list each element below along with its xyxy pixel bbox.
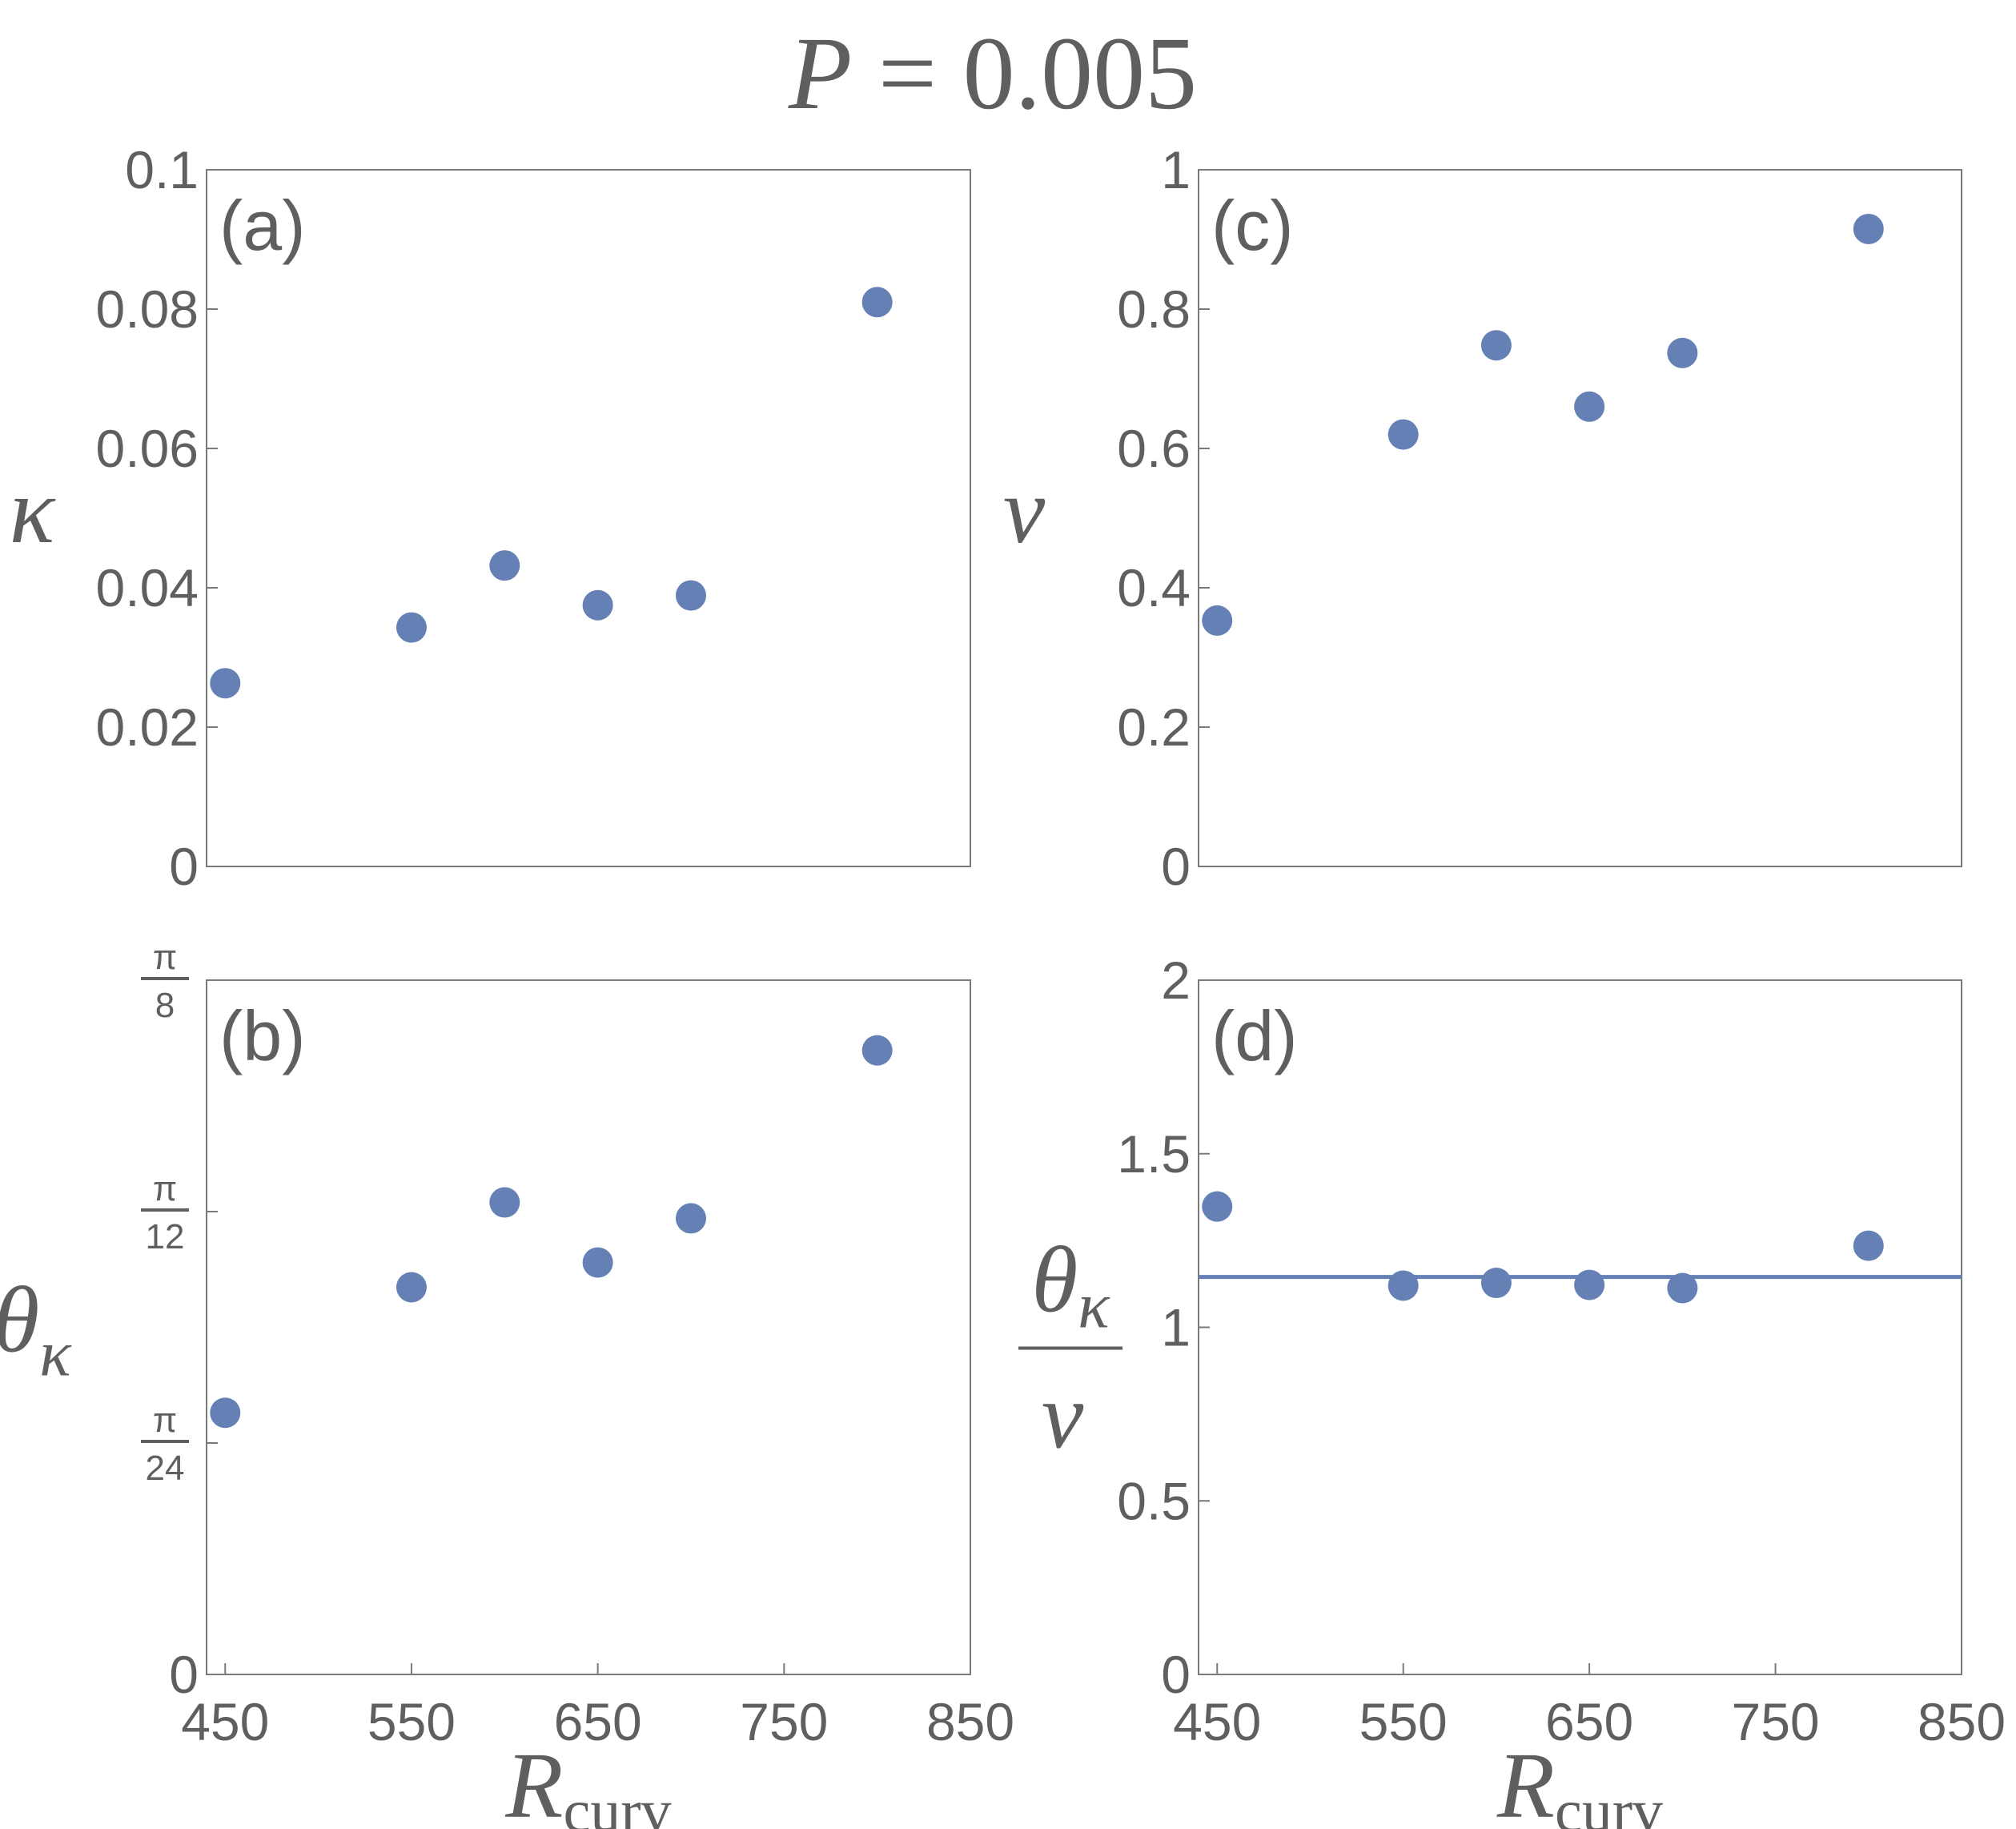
panel-a: 0 0.02 0.04 0.06 0.08 0.1 (a) κ <box>10 140 971 896</box>
y-tick-label-numerator: π <box>153 1169 177 1208</box>
x-axis-title-symbol: R <box>504 1733 563 1829</box>
data-point <box>861 1035 893 1066</box>
x-tick-label: 650 <box>554 1692 642 1751</box>
y-tick-label-denominator: 24 <box>146 1449 185 1488</box>
x-tick-label: 850 <box>1918 1692 2006 1751</box>
data-point <box>396 612 427 643</box>
x-axis-title-subscript: curv <box>1555 1778 1663 1829</box>
y-tick-label: 0.04 <box>96 558 199 617</box>
data-point <box>1480 1268 1512 1299</box>
y-tick-label: 0.06 <box>96 419 199 478</box>
y-tick-label: 1 <box>1161 140 1191 199</box>
y-axis-title-subscript: κ <box>1078 1269 1110 1342</box>
data-point <box>1202 1191 1233 1222</box>
y-tick-label-denominator: 12 <box>146 1217 185 1256</box>
data-point <box>210 1397 241 1429</box>
y-tick-label: 0.8 <box>1117 279 1191 339</box>
panel-label: (d) <box>1211 996 1298 1075</box>
y-axis-title-symbol: θ <box>0 1268 39 1373</box>
plot-frame <box>206 979 971 1675</box>
data-point <box>675 580 706 611</box>
x-axis-title-symbol: R <box>1496 1733 1555 1829</box>
y-tick-label: 0.08 <box>96 279 199 339</box>
y-tick-label: 2 <box>1161 951 1191 1010</box>
data-point <box>1388 419 1419 450</box>
data-point <box>1480 330 1512 361</box>
y-tick-label-numerator: π <box>153 1401 177 1440</box>
data-point <box>582 589 613 621</box>
y-axis-title-symbol: θ <box>1031 1228 1078 1333</box>
x-axis-title-subscript: curv <box>564 1778 672 1829</box>
data-point <box>1202 605 1233 636</box>
title-variable: P <box>788 16 852 131</box>
data-point <box>396 1272 427 1303</box>
y-tick-label: 0 <box>169 837 199 896</box>
x-tick-label: 550 <box>367 1692 456 1751</box>
data-point <box>1667 1272 1698 1304</box>
panel-label: (c) <box>1211 186 1294 265</box>
y-tick-label: 0.5 <box>1117 1471 1191 1530</box>
y-axis-title-subscript: κ <box>39 1317 72 1390</box>
y-axis-title: ν <box>1003 458 1046 563</box>
title-value: = 0.005 <box>852 16 1197 131</box>
panel-c: 0 0.2 0.4 0.6 0.8 1 (c) ν <box>1003 140 1962 896</box>
panel-b: 0 π 24 π 12 π 8 450 550 650 750 850 (b) θκ Rcurv <box>0 938 1014 1829</box>
x-tick-label: 750 <box>740 1692 828 1751</box>
y-axis-title: κ <box>10 458 56 563</box>
y-tick-label-denominator: 8 <box>155 986 175 1025</box>
data-point <box>210 668 241 699</box>
data-point <box>675 1203 706 1234</box>
y-tick-label: 0 <box>1161 1645 1191 1704</box>
y-tick-label: 0 <box>169 1645 199 1704</box>
y-tick-label: 1 <box>1161 1298 1191 1357</box>
y-tick-label: 0.6 <box>1117 419 1191 478</box>
y-axis-title-symbol: κ <box>10 458 56 563</box>
y-tick-label: 1.5 <box>1117 1124 1191 1184</box>
y-tick-label: 0.1 <box>125 140 199 199</box>
x-axis-title: Rcurv <box>1496 1733 1663 1829</box>
y-axis-title: θκ <box>1031 1228 1110 1342</box>
data-point <box>1388 1270 1419 1301</box>
x-tick-label: 450 <box>181 1692 269 1751</box>
x-tick-label: 450 <box>1173 1692 1261 1751</box>
panel-label: (a) <box>219 186 306 265</box>
x-axis-title: Rcurv <box>504 1733 671 1829</box>
figure-title: P = 0.005 <box>788 16 1197 131</box>
y-axis-title-denominator: ν <box>1042 1364 1084 1469</box>
y-tick-label: 0.2 <box>1117 697 1191 757</box>
plot-frame <box>1198 979 1962 1675</box>
x-tick-label: 850 <box>926 1692 1014 1751</box>
plot-frame <box>206 169 971 867</box>
x-tick-label: 750 <box>1731 1692 1819 1751</box>
data-point <box>1574 1269 1605 1300</box>
data-point <box>861 287 893 318</box>
y-tick-label: 0.4 <box>1117 558 1191 617</box>
data-point <box>1853 1230 1884 1261</box>
x-tick-label: 550 <box>1359 1692 1448 1751</box>
data-point <box>1574 391 1605 422</box>
x-tick-label: 650 <box>1545 1692 1633 1751</box>
y-axis-title: θκ <box>0 1268 72 1390</box>
y-tick-label: 0 <box>1161 837 1191 896</box>
y-axis-title-symbol: ν <box>1003 458 1046 563</box>
plot-frame <box>1198 169 1962 867</box>
data-point <box>1667 337 1698 368</box>
y-tick-label-numerator: π <box>153 938 177 977</box>
data-point <box>582 1247 613 1278</box>
data-point <box>489 1187 520 1218</box>
data-point <box>489 550 520 581</box>
data-point <box>1853 213 1884 244</box>
panel-label: (b) <box>219 996 306 1075</box>
y-tick-label: 0.02 <box>96 697 199 757</box>
